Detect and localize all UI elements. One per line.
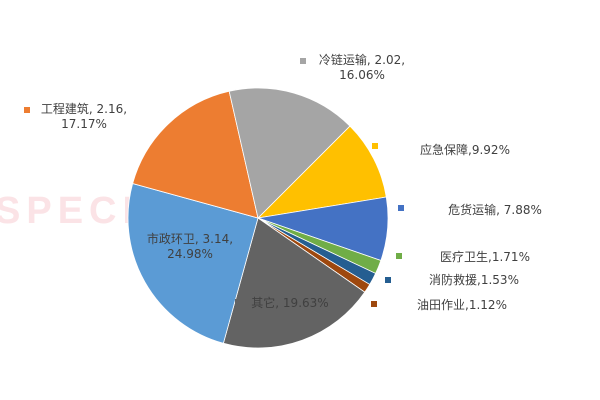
legend-key-gongcheng	[24, 107, 30, 113]
legend-key-yingji	[372, 143, 378, 149]
legend-key-xiaofang	[385, 277, 391, 283]
label-lenglian: 冷链运输, 2.02, 16.06%	[318, 53, 406, 82]
pie-slice-6	[127, 183, 259, 344]
label-yingji: 应急保障,9.92%	[420, 143, 510, 157]
pie-slice-0	[256, 125, 387, 219]
label-youtian: 油田作业,1.12%	[417, 298, 507, 312]
label-shizheng: 市政环卫, 3.14, 24.98%	[146, 232, 234, 261]
pie-slice-5	[222, 217, 366, 349]
legend-key-weihuo	[398, 205, 404, 211]
legend-key-qita	[235, 299, 241, 305]
label-gongcheng: 工程建筑, 2.16, 17.17%	[40, 102, 128, 131]
pie-slice-7	[132, 90, 259, 219]
pie-slice-8	[228, 87, 351, 219]
label-qita: 其它, 19.63%	[251, 296, 329, 310]
legend-key-youtian	[371, 301, 377, 307]
legend-key-lenglian	[300, 58, 306, 64]
legend-key-yiliao	[396, 253, 402, 259]
label-weihuo: 危货运输, 7.88%	[448, 203, 542, 217]
label-xiaofang: 消防救援,1.53%	[429, 273, 519, 287]
label-yiliao: 医疗卫生,1.71%	[440, 250, 530, 264]
